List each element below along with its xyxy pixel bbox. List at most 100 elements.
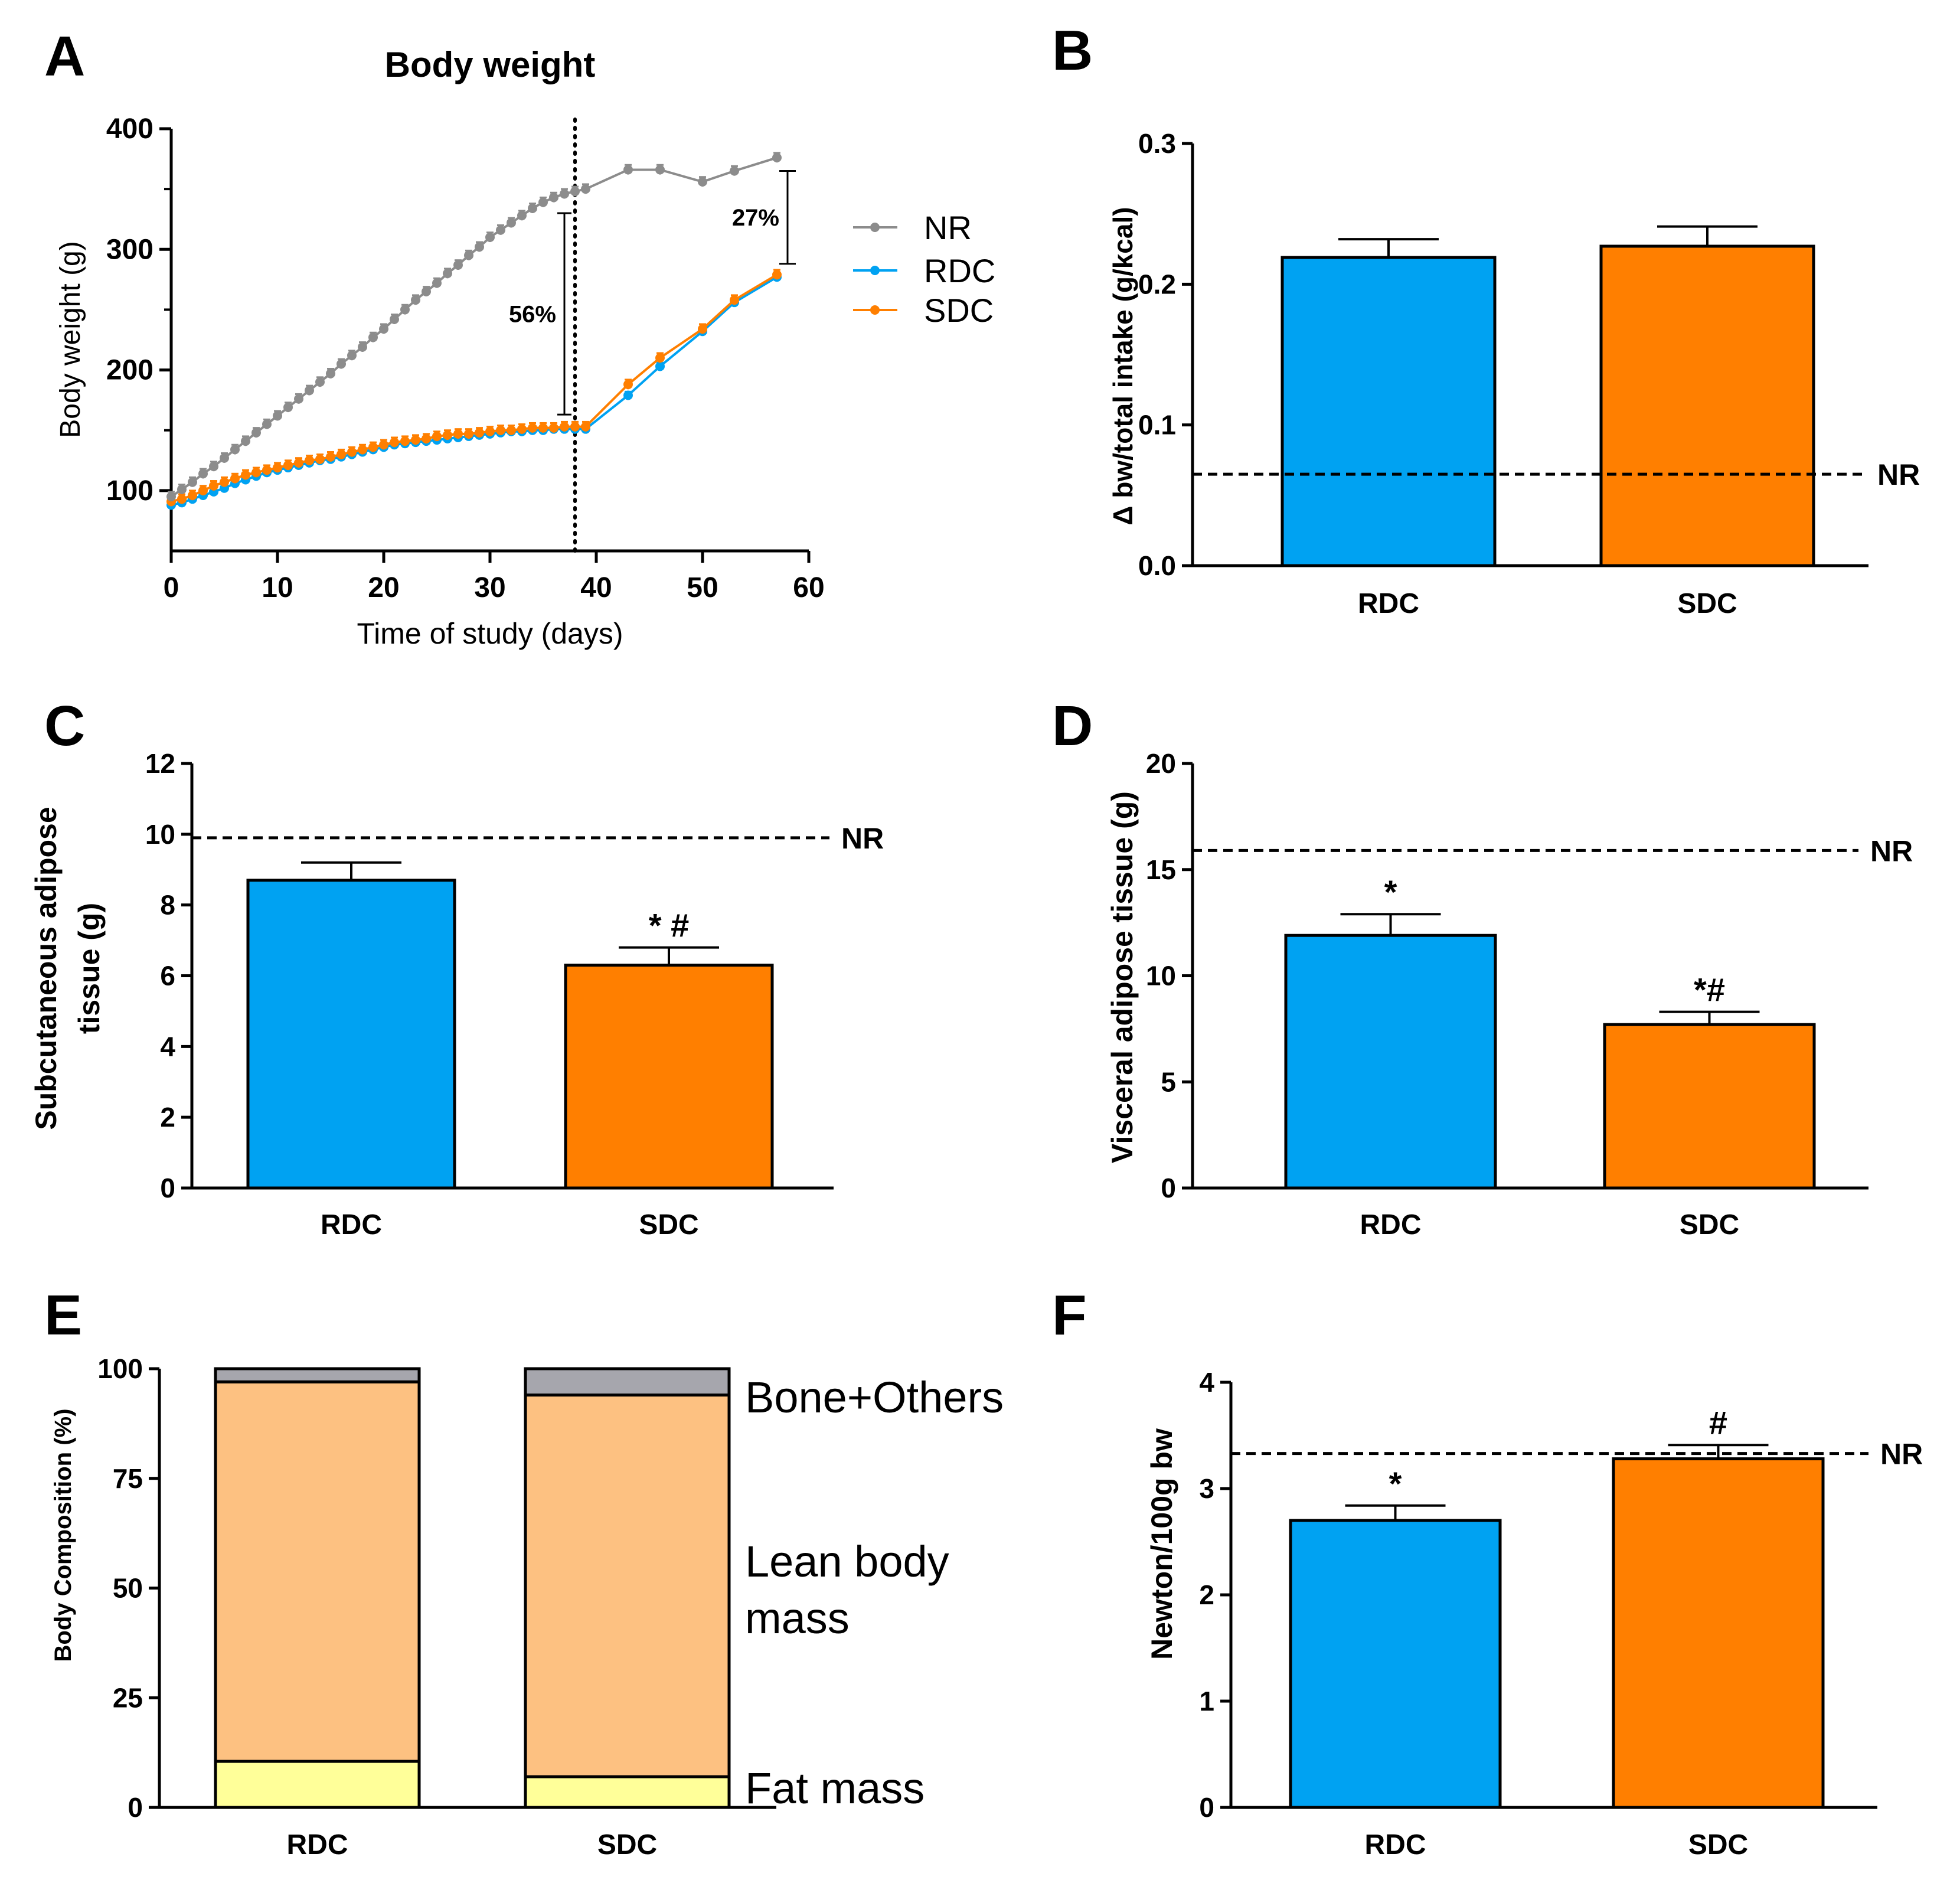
panel-label-c: C — [44, 694, 85, 758]
series-nr-point — [177, 484, 187, 494]
series-sdc-point — [358, 445, 367, 455]
panel-f-y-tick-label: 1 — [1199, 1686, 1214, 1716]
series-nr-point — [315, 377, 325, 387]
series-sdc-point — [241, 470, 250, 480]
panel-e-segment-fat-sdc — [524, 1775, 731, 1809]
annotation-percent-label: 27% — [732, 205, 779, 231]
panel-c-category-label: SDC — [639, 1209, 698, 1241]
series-sdc-point — [198, 485, 208, 495]
series-nr-point — [337, 359, 346, 369]
series-nr-point — [496, 225, 505, 235]
panel-f-y-tick-label: 4 — [1199, 1367, 1214, 1398]
series-sdc-point — [326, 452, 335, 462]
panel-e-segment-lean-rdc — [214, 1380, 421, 1763]
panel-a-x-tick-label: 50 — [687, 572, 718, 603]
series-nr-point — [538, 197, 548, 207]
panel-a-line-chart: Body weight Time of study (days) Body we… — [55, 45, 995, 650]
series-nr-point — [698, 177, 707, 187]
panel-f-significance-marker: * — [1389, 1465, 1402, 1502]
panel-f-bar-rdc — [1289, 1519, 1502, 1809]
series-nr-point — [166, 492, 176, 502]
series-rdc-point — [623, 390, 633, 400]
series-sdc-point — [305, 455, 314, 465]
panel-e-category-label: RDC — [287, 1829, 348, 1861]
panel-a-y-tick-label: 200 — [106, 355, 153, 386]
series-rdc-point — [655, 361, 665, 371]
panel-b-category-label: SDC — [1677, 588, 1737, 619]
panel-c-y-tick-label: 12 — [145, 748, 175, 779]
panel-f-nr-reference-label: NR — [1880, 1438, 1923, 1471]
series-nr-point — [220, 453, 229, 463]
annotation-percent-label: 56% — [509, 302, 556, 328]
panel-b-y-tick-label: 0.2 — [1138, 269, 1176, 299]
panel-e-category-label: SDC — [597, 1829, 657, 1861]
series-sdc-point — [432, 431, 442, 441]
series-sdc-point — [464, 429, 473, 439]
panel-e-y-tick-label: 25 — [113, 1682, 143, 1713]
panel-a-x-tick-label: 10 — [262, 572, 293, 603]
series-nr-point — [528, 203, 537, 213]
segment-label-lean-line1: Lean body — [745, 1537, 949, 1586]
panel-d-y-tick-label: 0 — [1161, 1173, 1176, 1203]
series-nr-point — [432, 278, 442, 288]
panel-c-bar-sdc — [564, 964, 774, 1190]
series-sdc-point — [655, 353, 665, 363]
segment-label-bone-others: Bone+Others — [745, 1373, 1004, 1422]
panel-b-y-tick-label: 0.1 — [1138, 410, 1176, 440]
legend-rdc-marker — [870, 266, 880, 275]
series-nr-point — [230, 445, 240, 455]
series-sdc-point — [475, 427, 484, 438]
panel-c-y-tick-label: 8 — [160, 890, 175, 921]
series-nr-point — [517, 211, 527, 221]
series-nr-point — [475, 242, 484, 252]
series-sdc-point — [294, 458, 303, 468]
panel-d-nr-reference-label: NR — [1870, 834, 1913, 867]
series-sdc-point — [623, 380, 633, 390]
series-nr-point — [379, 324, 388, 334]
series-sdc-point — [772, 270, 782, 280]
panel-f-y-tick-label: 0 — [1199, 1792, 1214, 1823]
series-nr-point — [241, 436, 250, 446]
series-sdc-point — [230, 474, 240, 484]
panel-e-y-tick-label: 0 — [128, 1792, 143, 1823]
series-nr-point — [368, 332, 378, 342]
series-nr-point — [453, 260, 463, 270]
panel-label-b: B — [1052, 19, 1093, 82]
series-nr-point — [485, 232, 495, 242]
series-nr-line — [170, 156, 778, 498]
panel-f-bar-chart: Newton/100g bw 0 1 2 3 4 RDC * SDC # NR — [1145, 1367, 1923, 1861]
series-sdc-point — [262, 465, 272, 475]
series-sdc-point — [220, 477, 229, 487]
panel-d-y-tick-label: 20 — [1146, 748, 1176, 779]
series-nr-point — [358, 342, 367, 352]
series-nr-point — [560, 189, 569, 199]
panel-d-bar-chart: Visceral adipose tissue (g) 0 5 10 15 20 RDC *… — [1106, 748, 1913, 1241]
panel-d-y-tick-label: 10 — [1146, 961, 1176, 991]
series-nr-point — [549, 192, 558, 203]
series-sdc-line — [171, 273, 778, 503]
series-sdc-point — [528, 423, 537, 433]
series-nr-point — [422, 286, 431, 296]
series-sdc-point — [390, 438, 399, 448]
panel-e-y-tick-label: 75 — [113, 1463, 143, 1494]
series-sdc-point — [496, 425, 505, 435]
panel-label-f: F — [1052, 1284, 1087, 1347]
series-nr-point — [400, 305, 410, 315]
panel-d-y-tick-label: 5 — [1161, 1066, 1176, 1097]
series-sdc-point — [581, 422, 590, 432]
series-sdc-point — [453, 429, 463, 439]
series-nr-point — [730, 166, 739, 176]
series-sdc-point — [507, 425, 516, 435]
series-sdc-point — [698, 324, 707, 334]
panel-c-y-tick-label: 6 — [160, 961, 175, 991]
panel-a-x-tick-label: 20 — [368, 572, 399, 603]
panel-e-segment-lean-sdc — [524, 1394, 731, 1778]
panel-e-y-tick-label: 100 — [97, 1353, 143, 1384]
panel-a-series — [166, 152, 782, 510]
panel-b-nr-reference-label: NR — [1877, 458, 1920, 491]
panel-f-y-tick-label: 2 — [1199, 1579, 1214, 1610]
series-sdc-point — [337, 449, 346, 459]
series-nr-point — [305, 386, 314, 396]
series-sdc-point — [251, 468, 261, 478]
